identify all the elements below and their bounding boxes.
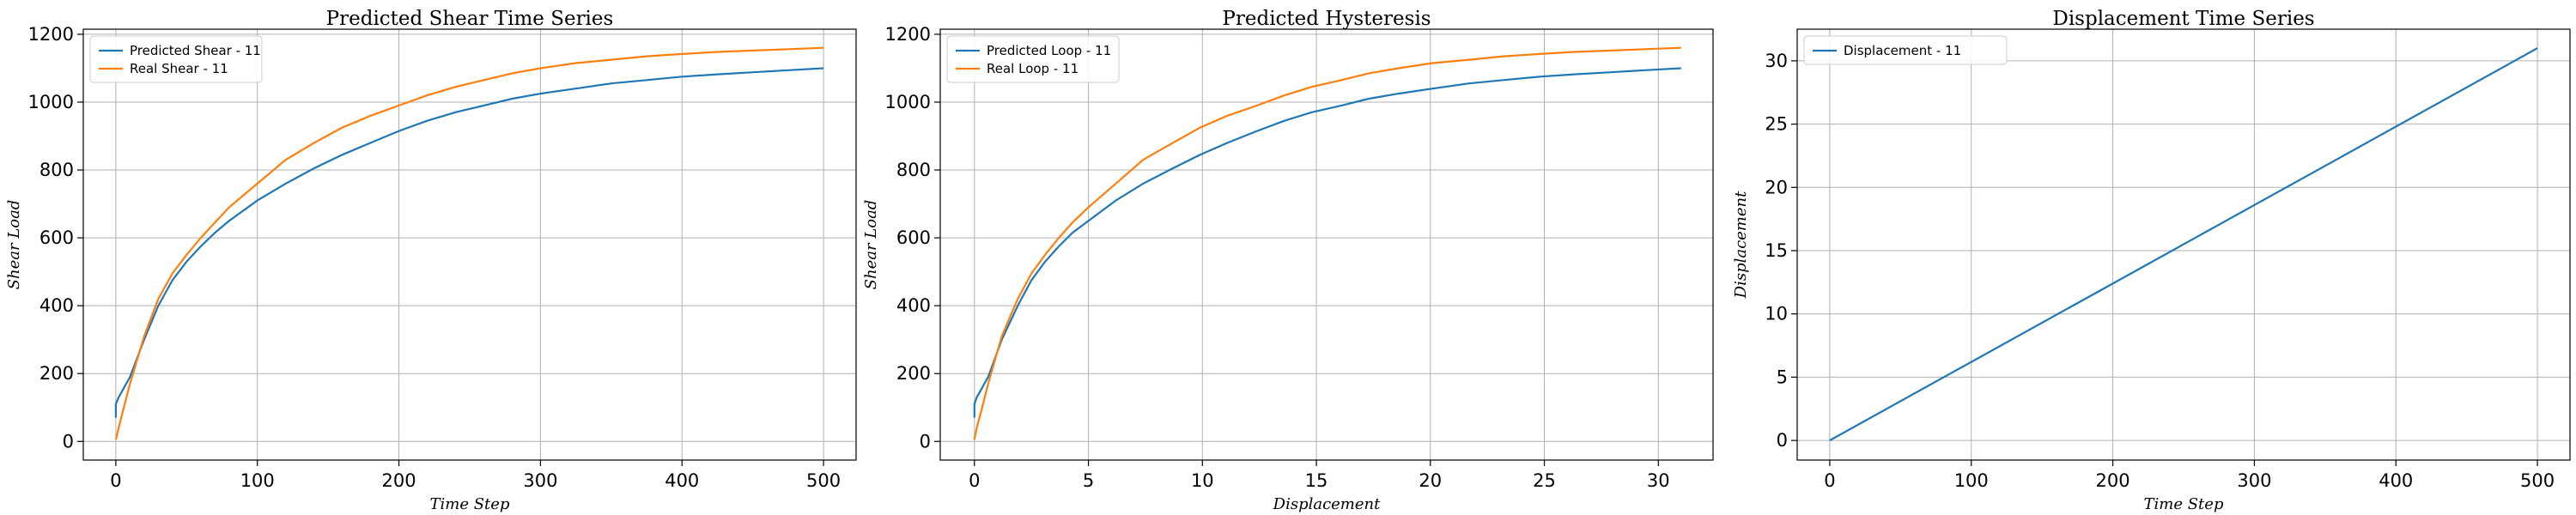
x-tick-label: 200 [2096, 470, 2130, 491]
legend-box [1803, 35, 2008, 65]
legend-label: Predicted Loop - 11 [987, 43, 1111, 58]
y-axis-label: Shear Load [862, 200, 880, 290]
y-tick-label: 200 [896, 363, 931, 384]
x-tick-label: 20 [1419, 470, 1442, 491]
x-tick-label: 300 [523, 470, 557, 491]
chart-title: Predicted Shear Time Series [326, 8, 614, 30]
plot-frame [1796, 28, 2571, 461]
y-tick-label: 30 [1765, 51, 1788, 71]
legend-label: Real Shear - 11 [130, 61, 228, 76]
y-axis-label: Displacement [1732, 191, 1750, 299]
chart-panel-2: 0 5 10 15 20 25 30 0 200 400 600 800 1000 1200 Predict… [862, 8, 1714, 513]
legend: Predicted Loop - 11 Real Loop - 11 [946, 35, 1120, 83]
legend-box [89, 35, 263, 83]
chart-title: Displacement Time Series [2052, 8, 2314, 30]
y-tick-label: 200 [39, 363, 74, 384]
x-tick-label: 500 [2520, 470, 2555, 491]
series-line-1 [114, 67, 824, 418]
x-tick-label: 30 [1647, 470, 1670, 491]
x-tick-label: 10 [1191, 470, 1214, 491]
y-tick-label: 0 [63, 431, 74, 451]
y-tick-label: 20 [1765, 177, 1788, 197]
x-tick-label: 0 [969, 470, 980, 491]
y-tick-label: 400 [39, 295, 74, 316]
x-tick-label: 200 [382, 470, 416, 491]
x-tick-label: 400 [665, 470, 699, 491]
legend-label: Predicted Shear - 11 [130, 43, 261, 58]
y-tick-label: 600 [39, 227, 74, 248]
x-tick-label: 25 [1533, 470, 1556, 491]
x-axis-label: Time Step [430, 495, 510, 513]
chart-panel-3: 0 100 200 300 400 500 0 5 10 15 20 25 30 Displacement… [1732, 8, 2571, 513]
x-tick-label: 100 [1954, 470, 1989, 491]
y-tick-label: 1000 [28, 92, 74, 112]
y-axis-label: Shear Load [5, 200, 23, 290]
legend-box [946, 35, 1120, 83]
chart-panel-1: 0 100 200 300 400 500 0 200 400 600 800 1000 1200 Pre… [5, 8, 857, 513]
series-line-2 [973, 46, 1681, 440]
series-line-1 [973, 67, 1681, 418]
y-tick-label: 1000 [885, 92, 931, 112]
chart-title: Predicted Hysteresis [1222, 8, 1431, 30]
x-axis-label: Displacement [1273, 495, 1381, 513]
x-tick-label: 5 [1083, 470, 1094, 491]
x-axis-label: Time Step [2144, 495, 2224, 513]
y-tick-label: 800 [896, 160, 931, 180]
y-tick-label: 400 [896, 295, 931, 316]
x-tick-label: 100 [240, 470, 275, 491]
y-tick-label: 15 [1765, 240, 1788, 261]
y-tick-label: 1200 [28, 24, 74, 45]
legend-label: Real Loop - 11 [987, 61, 1078, 76]
legend: Displacement - 11 [1803, 35, 2008, 65]
x-tick-label: 15 [1305, 470, 1328, 491]
legend: Predicted Shear - 11 Real Shear - 11 [89, 35, 263, 83]
x-tick-label: 500 [806, 470, 841, 491]
series-line-1 [1829, 47, 2538, 442]
y-tick-label: 0 [1777, 430, 1788, 451]
x-tick-label: 0 [110, 470, 121, 491]
x-tick-label: 0 [1824, 470, 1835, 491]
y-tick-label: 10 [1765, 304, 1788, 324]
series-line-2 [114, 46, 824, 440]
y-tick-label: 800 [39, 160, 74, 180]
x-tick-label: 400 [2379, 470, 2413, 491]
y-tick-label: 1200 [885, 24, 931, 45]
y-tick-label: 25 [1765, 114, 1788, 135]
y-tick-label: 5 [1777, 367, 1788, 387]
legend-label: Displacement - 11 [1844, 43, 1961, 58]
plot-frame [939, 28, 1714, 461]
x-tick-label: 300 [2237, 470, 2271, 491]
y-tick-label: 600 [896, 227, 931, 248]
plot-frame [82, 28, 857, 461]
y-tick-label: 0 [920, 431, 931, 451]
